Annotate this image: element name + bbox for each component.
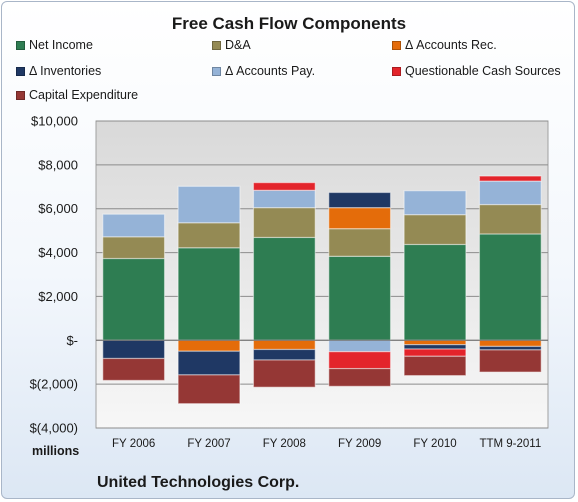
bar-segment	[177, 350, 241, 376]
x-tick-label: FY 2007	[187, 438, 230, 450]
x-tick-label: FY 2010	[413, 438, 456, 450]
legend-label: Questionable Cash Sources	[405, 64, 561, 78]
legend-label: Δ Inventories	[29, 64, 102, 78]
legend-item: Δ Accounts Rec.	[392, 38, 497, 52]
bar-segment	[252, 359, 316, 388]
legend-item: Capital Expenditure	[16, 88, 138, 102]
bar-segment	[102, 213, 166, 238]
legend-swatch	[392, 40, 401, 50]
bar-segment	[328, 339, 392, 353]
bar-segment	[403, 355, 467, 377]
bar-segment	[403, 190, 467, 216]
y-tick-label: $(2,000)	[30, 377, 78, 392]
bar-segment	[177, 374, 241, 405]
legend-item: Δ Accounts Pay.	[212, 64, 315, 78]
bar-segment	[102, 236, 166, 260]
bar-segment	[403, 243, 467, 341]
legend-label: Net Income	[29, 38, 93, 52]
legend-item: Questionable Cash Sources	[392, 64, 561, 78]
bar-segment	[328, 351, 392, 370]
bar-segment	[102, 257, 166, 341]
bar-segment	[252, 189, 316, 209]
bar-segment	[177, 222, 241, 249]
bar-segment	[328, 367, 392, 387]
bar-segment	[102, 339, 166, 360]
y-tick-label: $4,000	[38, 245, 78, 260]
legend-swatch	[16, 40, 25, 50]
bar-segment	[403, 339, 467, 346]
chart-title: Free Cash Flow Components	[171, 14, 407, 33]
plot-area	[95, 120, 549, 429]
x-tick-label: TTM 9-2011	[479, 438, 541, 450]
bar-segment	[328, 207, 392, 230]
bar-segment	[403, 344, 467, 350]
legend-swatch	[16, 90, 25, 100]
bar-segment	[478, 175, 542, 182]
legend-label: Δ Accounts Rec.	[405, 38, 497, 52]
legend-item: Δ Inventories	[16, 64, 101, 78]
bar-segment	[478, 339, 542, 348]
bar-segment	[328, 191, 392, 209]
bar-segment	[252, 339, 316, 351]
bar-segment	[252, 182, 316, 191]
bar-segment	[478, 203, 542, 235]
x-tick-label: FY 2008	[263, 438, 306, 450]
bar-segment	[478, 233, 542, 341]
bar-segment	[252, 348, 316, 361]
legend-swatch	[212, 40, 221, 50]
y-tick-label: $10,000	[31, 114, 78, 129]
units-label: millions	[32, 444, 80, 458]
legend-swatch	[16, 66, 25, 76]
bar-segment	[403, 214, 467, 246]
bar-segment	[177, 247, 241, 341]
bar-segment	[252, 207, 316, 239]
y-tick-label: $2,000	[38, 289, 78, 304]
y-tick-label: $6,000	[38, 201, 78, 216]
bar-segment	[478, 180, 542, 206]
legend-item: Net Income	[16, 38, 93, 52]
x-tick-label: FY 2006	[112, 438, 155, 450]
bar-segment	[102, 357, 166, 382]
legend-item: D&A	[212, 38, 251, 52]
y-tick-label: $8,000	[38, 157, 78, 172]
y-tick-label: $(4,000)	[30, 421, 78, 436]
bar-segment	[177, 185, 241, 224]
legend-swatch	[212, 66, 221, 76]
legend-label: D&A	[225, 38, 251, 52]
bar-segment	[478, 349, 542, 373]
bar-segment	[252, 236, 316, 341]
legend-swatch	[392, 66, 401, 76]
bar-segment	[328, 228, 392, 257]
bar-segment	[328, 255, 392, 341]
x-tick-label: FY 2009	[338, 438, 381, 450]
bar-segment	[177, 339, 241, 352]
y-tick-label: $-	[66, 333, 78, 348]
legend-label: Capital Expenditure	[29, 88, 139, 102]
company-name: United Technologies Corp.	[97, 474, 300, 491]
legend-label: Δ Accounts Pay.	[225, 64, 316, 78]
bar-segment	[403, 348, 467, 357]
